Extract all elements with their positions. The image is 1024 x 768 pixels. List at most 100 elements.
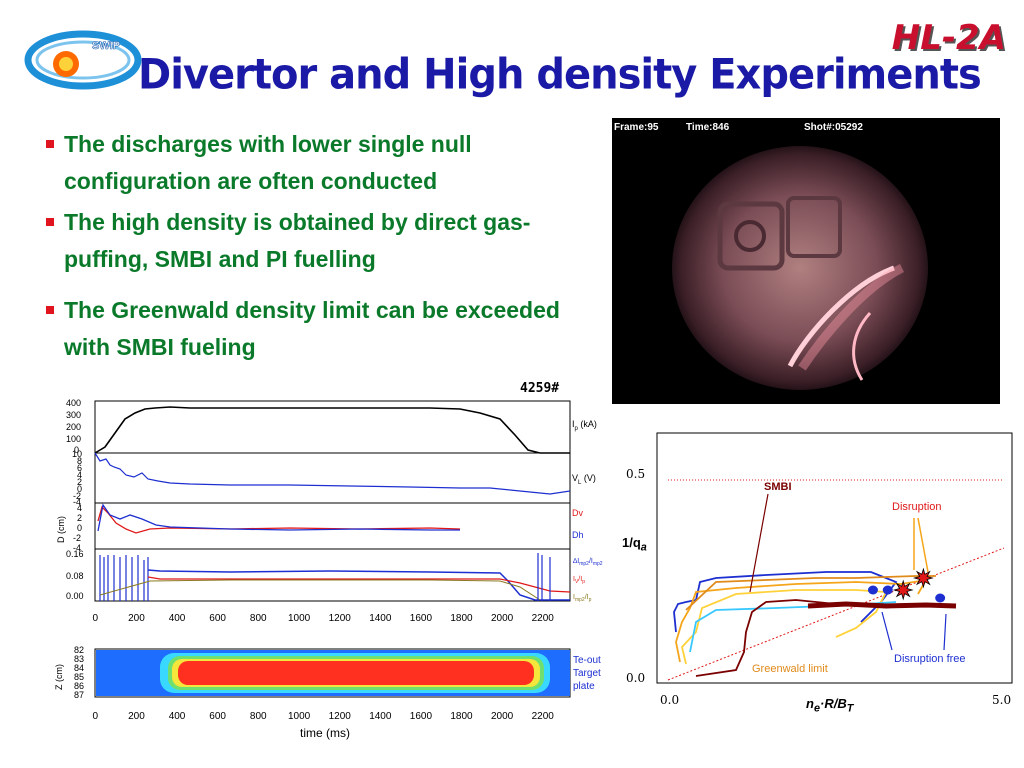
x-tick-label: 1600 [410,711,433,722]
x-axis-ticks-top: 0 200 400 600 800 1000 1200 1400 1600 1800 2000 220… [93,613,555,624]
chart-xtick-right: 5.0 [992,693,1012,707]
x-tick-label: 1000 [288,711,311,722]
discharge-trajectory [673,571,898,633]
p2-tick: 4 [77,470,82,480]
p5-tick: 83 [74,654,84,664]
p3-ylabel: D (cm) [56,516,66,543]
x-tick-label: 1400 [369,711,392,722]
x-axis-ticks-bottom: 0 200 400 600 800 1000 1200 1400 1600 1800 2000 220… [93,711,555,722]
p4-tick: 0.16 [66,549,84,559]
x-tick-label: 1200 [329,613,352,624]
te-out-heatmap [96,650,570,696]
disruption-free-arrows [881,611,947,651]
vl-trace [94,452,571,495]
p2-tick: 10 [72,449,82,459]
x-tick-label: 1400 [369,613,392,624]
te-legend-3: plate [573,681,595,692]
ratio-legend-3: Imp2/Ip [573,594,592,603]
disruption-arrows [913,517,929,573]
x-tick-label: 200 [128,613,145,624]
bullet-text: The discharges with lower single null co… [64,131,472,194]
bullet-item: The Greenwald density limit can be excee… [40,292,600,366]
annotation-greenwald: Greenwald limit [752,663,828,675]
bullet-marker-icon [46,218,54,226]
p1-tick: 100 [66,434,81,444]
p5-tick: 84 [74,663,84,673]
vl-label: VL (V) [572,473,596,486]
disruption-free-point [882,585,893,595]
bullet-item: The high density is obtained by direct g… [40,204,600,278]
bullet-text: The high density is obtained by direct g… [64,209,531,272]
ip-label: Ip (kA) [572,419,597,432]
p3-tick: -2 [73,533,81,543]
annotation-disruption: Disruption [892,501,942,513]
chart-ytick-bottom: 0.0 [626,671,646,685]
annotation-disruption-free: Disruption free [894,653,966,665]
x-tick-label: 1200 [329,711,352,722]
ratio-traces [99,553,571,601]
bullet-item: The discharges with lower single null co… [40,126,600,200]
x-tick-label: 200 [128,711,145,722]
camera-time-label: Time:846 [686,122,730,133]
p5-ylabel: Z (cm) [54,664,64,690]
p2-tick: 2 [77,477,82,487]
discharge-trajectory [675,578,928,663]
x-tick-label: 2200 [532,613,555,624]
swip-logo: SWIP [22,20,144,100]
dv-legend: Dv [572,508,583,518]
chart-ytick-top: 0.5 [626,467,646,481]
discharge-trajectory [681,589,888,665]
disruption-free-point [935,593,946,603]
bullet-text: The Greenwald density limit can be excee… [64,297,560,360]
x-tick-label: 400 [169,613,186,624]
p2-tick: 8 [77,456,82,466]
chart-xtick-left: 0.0 [660,693,680,707]
logo-text: SWIP [92,40,120,52]
chart-xlabel: ne·R/BT [806,696,854,715]
dh-legend: Dh [572,530,584,540]
p5-tick: 87 [74,690,84,700]
x-tick-label: 800 [250,711,267,722]
te-legend-2: Target [573,668,601,679]
waveform-figure: 400 300 200 100 0 10 8 6 4 2 0 -2 -4 4 2… [30,395,620,745]
camera-image: Frame:95 Time:846 Shot#:05292 [612,118,1000,404]
p2-tick: 0 [77,484,82,494]
bullet-list: The discharges with lower single null co… [40,126,600,370]
x-tick-label: 1600 [410,613,433,624]
discharge-trajectory [685,575,936,611]
x-tick-label: 2000 [491,711,514,722]
camera-frame-label: Frame:95 [614,122,659,133]
dh-trace [97,503,460,532]
x-tick-label: 2000 [491,613,514,624]
x-tick-label: 400 [169,711,186,722]
brand-logo-text: HL-2A [891,18,1006,58]
smbi-arrow [749,493,769,593]
p5-tick: 82 [74,645,84,655]
disruption-point [912,567,934,589]
p1-tick: 400 [66,398,81,408]
p3-tick: 2 [77,513,82,523]
p4-tick: 0.08 [66,571,84,581]
p4-tick: 0.00 [66,591,84,601]
annotation-smbi: SMBI [764,481,792,493]
x-tick-label: 1800 [450,711,473,722]
p5-tick: 85 [74,672,84,682]
x-tick-label: 0 [93,711,99,722]
x-tick-label: 600 [209,711,226,722]
p1-tick: 300 [66,410,81,420]
x-tick-label: 2200 [532,711,555,722]
x-tick-label: 800 [250,613,267,624]
density-limit-chart: SMBI Disruption Disruption free Greenwal… [656,432,1013,696]
x-tick-label: 0 [93,613,99,624]
smbi-band [807,601,957,609]
p3-tick: -4 [73,543,81,553]
ratio-legend-2: IV/Ip [573,576,585,585]
p1-tick: 0 [74,445,79,455]
page-title: Divertor and High density Experiments [138,50,982,100]
p2-tick: -4 [73,497,81,507]
p2-tick: 6 [77,463,82,473]
ratio-legend-1: ∆Imp2/Imp2 [573,558,603,567]
disruption-free-point [867,585,878,595]
p3-tick: 0 [77,523,82,533]
x-tick-label: 600 [209,613,226,624]
